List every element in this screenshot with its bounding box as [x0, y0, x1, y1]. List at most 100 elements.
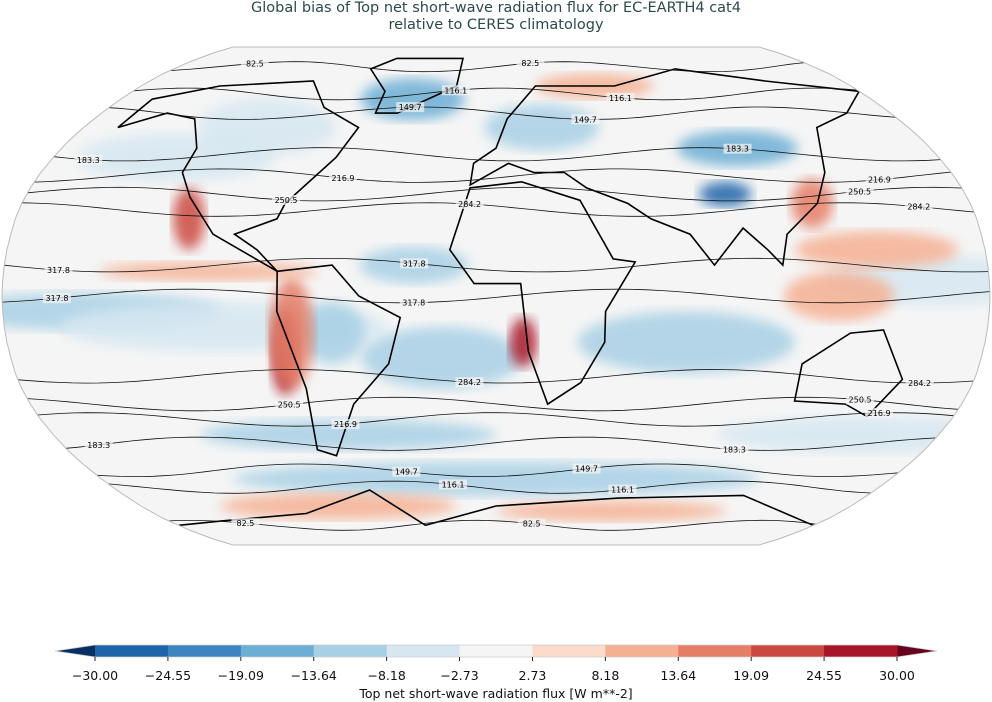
bias-region [299, 302, 366, 364]
colorbar-tick-label: −30.00 [71, 668, 119, 683]
contour-label: 149.7 [395, 468, 418, 477]
bias-field: 82.5 82.5 82.5 82.5 116.1 116.1 116.1 116.1 149.… [2, 57, 990, 531]
contour-label: 250.5 [275, 196, 298, 205]
colorbar-tick-label: −8.18 [367, 668, 406, 683]
contour-line [4, 257, 989, 273]
bias-region [99, 262, 319, 281]
contour-label: 216.9 [334, 420, 357, 429]
contour-label: 116.1 [609, 94, 632, 103]
contour-label: 317.8 [47, 266, 70, 275]
colorbar-bin [751, 645, 825, 657]
colorbar-tick-label: −2.73 [440, 668, 479, 683]
bias-region [484, 104, 600, 151]
contour-label: 116.1 [611, 486, 634, 495]
bias-region [496, 500, 727, 522]
contour-line [18, 369, 974, 384]
colorbar-tick-label: 19.09 [733, 668, 770, 683]
colorbar-bin [605, 645, 679, 657]
contour-label: 216.9 [332, 174, 355, 183]
colorbar-under-arrow [55, 645, 95, 657]
coastline-south-america [275, 264, 402, 457]
contour-line [108, 106, 896, 120]
colorbar-tick-label: −24.55 [144, 668, 192, 683]
contour-label: 183.3 [77, 156, 100, 165]
bias-region [784, 271, 894, 321]
contour-line [22, 202, 974, 217]
contour-label: 317.8 [403, 259, 426, 268]
colorbar-bin [167, 645, 242, 657]
colorbar-tick-label: −19.09 [217, 668, 264, 683]
colorbar-tick-label: −13.64 [290, 668, 337, 683]
contour-line [169, 61, 805, 73]
contour-label: 250.5 [848, 187, 871, 196]
contour-label: 82.5 [523, 520, 541, 529]
colorbar-title: Top net short-wave radiation flux [W m**… [359, 686, 633, 701]
colorbar-bin [678, 645, 752, 657]
contour-label: 250.5 [278, 401, 301, 410]
contour-label: 116.1 [442, 481, 465, 490]
contour-line [2, 288, 990, 304]
colorbar-tick-label: 2.73 [518, 668, 547, 683]
colorbar-tick-label: 24.55 [806, 668, 842, 683]
contour-label: 183.3 [87, 441, 110, 450]
contour-label: 183.3 [726, 145, 749, 154]
contour-line [108, 480, 871, 494]
bias-region [172, 187, 205, 250]
contour-label: 149.7 [574, 115, 597, 124]
bias-region [200, 419, 497, 450]
title-line-1: Global bias of Top net short-wave radiat… [251, 0, 741, 16]
colorbar-bin [95, 645, 169, 657]
contour-label: 317.8 [46, 294, 69, 303]
contour-label: 284.2 [908, 379, 931, 388]
contour-label: 216.9 [868, 176, 891, 185]
contour-line [133, 87, 858, 101]
bias-region [219, 492, 457, 520]
colorbar-bin [386, 645, 461, 657]
colorbar-tick-label: 8.18 [591, 668, 620, 683]
bias-region [360, 78, 465, 120]
coastline-australia [793, 329, 904, 418]
contour-line [34, 168, 951, 183]
colorbar-tick-label: 13.64 [660, 668, 697, 683]
contour-label: 82.5 [246, 59, 264, 68]
bias-region [232, 461, 760, 497]
contour-label: 317.8 [402, 299, 425, 308]
contour-label: 82.5 [237, 519, 255, 528]
bias-region [269, 277, 314, 389]
contour-line [53, 147, 941, 162]
bias-region [794, 231, 958, 269]
contour-line [65, 436, 936, 451]
contour-label: 284.2 [458, 378, 481, 387]
colorbar-bin [459, 645, 533, 657]
contour-label: 149.7 [399, 103, 422, 112]
contour-line [96, 463, 899, 478]
bias-region [699, 181, 752, 207]
colorbar-bin [824, 645, 898, 657]
contour-line [27, 186, 962, 202]
contour-line [168, 519, 816, 531]
bias-region [77, 133, 275, 182]
contour-label: 250.5 [849, 396, 872, 405]
contour-line [27, 396, 959, 412]
contour-label: 116.1 [444, 86, 467, 95]
colorbar-bin [240, 645, 315, 657]
contour-label: 216.9 [868, 409, 891, 418]
contour-label: 183.3 [723, 445, 746, 454]
contour-label: 284.2 [458, 200, 481, 209]
bias-region [509, 317, 537, 368]
contour-label: 284.2 [907, 203, 930, 212]
contour-label: 149.7 [575, 465, 598, 474]
bias-region [577, 311, 795, 374]
title-line-2: relative to CERES climatology [388, 17, 604, 33]
bias-region [361, 326, 523, 389]
contour-line [37, 412, 954, 427]
coastline-north-america [117, 80, 360, 272]
map-outline [1, 46, 991, 546]
contour-label: 82.5 [521, 59, 539, 68]
colorbar-bin [313, 645, 388, 657]
colorbar-tick-label: 30.00 [879, 668, 915, 683]
colorbar-bin [532, 645, 606, 657]
chart-title: Global bias of Top net short-wave radiat… [0, 0, 992, 34]
colorbar-over-arrow [897, 645, 937, 657]
